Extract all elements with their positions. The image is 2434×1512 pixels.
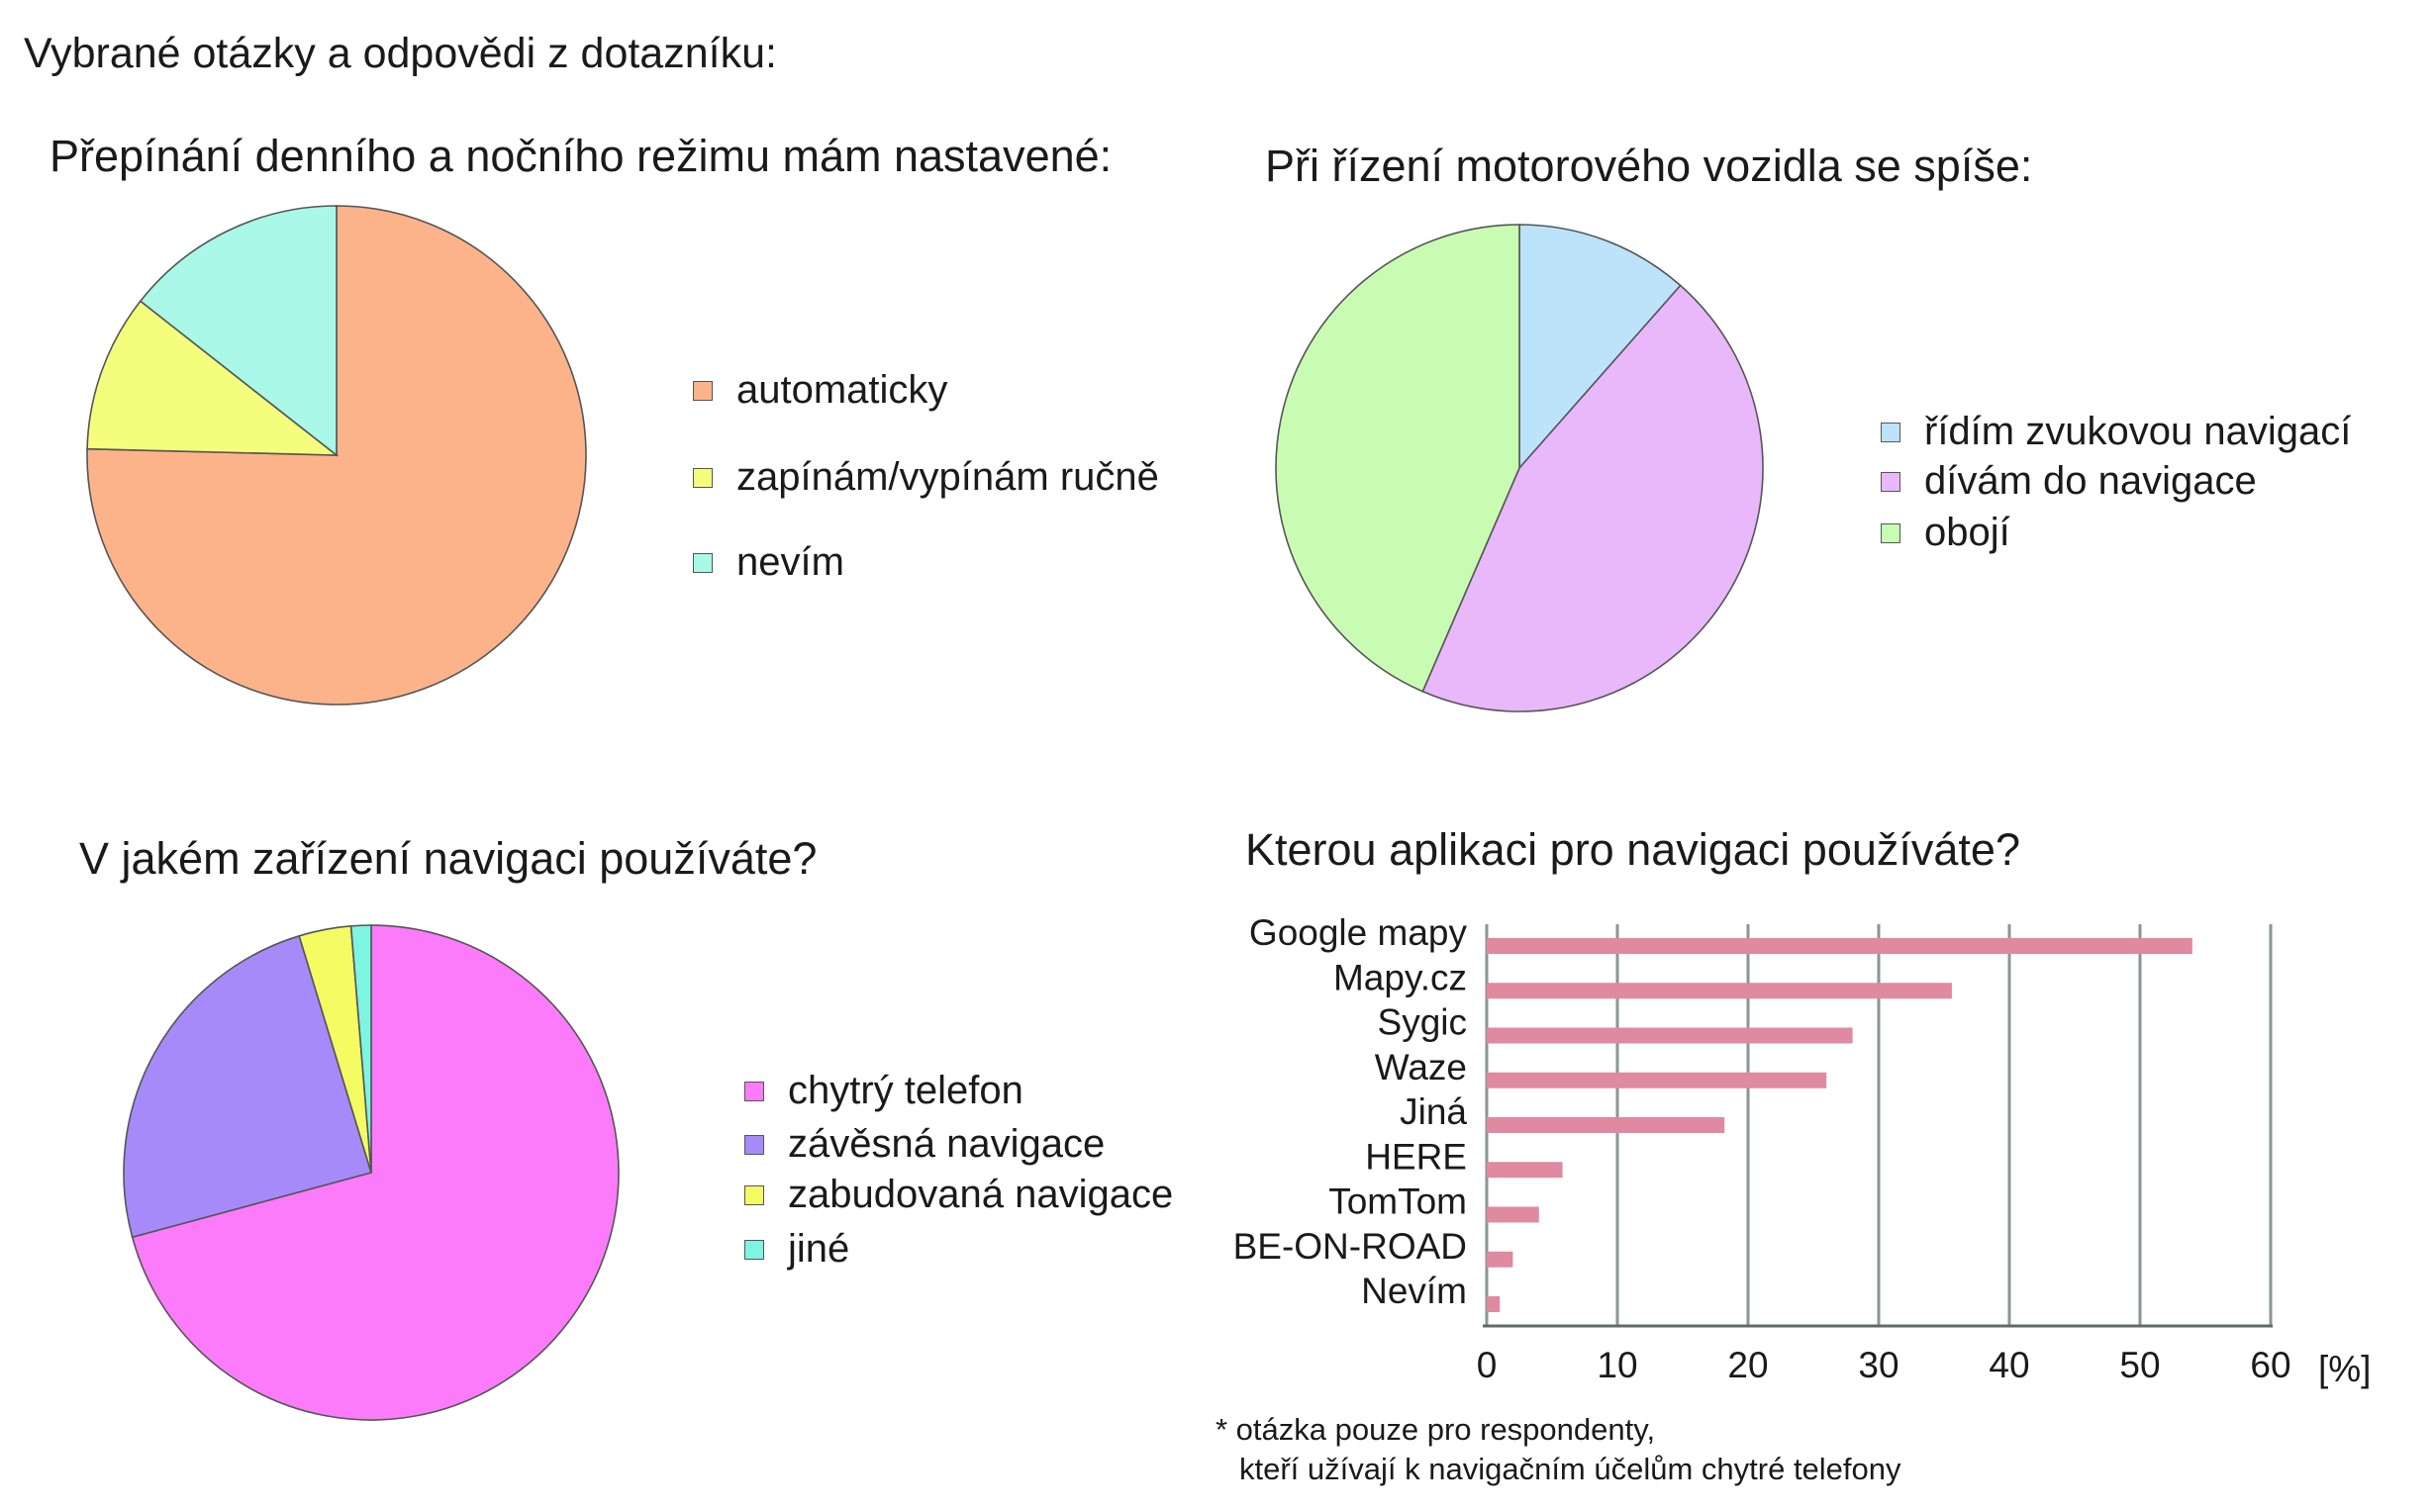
pie2-title: Při řízení motorového vozidla se spíše: (1265, 141, 2033, 191)
bar-x-tick-label-2: 20 (1727, 1345, 1768, 1385)
pie1-legend-item-2: nevím (693, 540, 844, 585)
pie3-legend-item-1: závěsná navigace (744, 1122, 1105, 1167)
pie2-legend-item-1: dívám do navigace (1881, 459, 2257, 504)
footnote-line-2: kteří užívají k navigačním účelům chytré… (1239, 1452, 1901, 1486)
pie1-slice-2 (139, 205, 338, 457)
pie3-title: V jakém zařízení navigaci používáte? (79, 833, 818, 884)
pie1-legend-item-0: automaticky (693, 368, 947, 413)
pie2-legend-label-1: dívám do navigace (1924, 459, 2257, 503)
pie1-legend-label-2: nevím (736, 540, 844, 584)
bar-5 (1487, 1162, 1563, 1179)
pie3-legend-label-2: zabudovaná navigace (788, 1173, 1174, 1216)
pie3-legend-label-0: chytrý telefon (788, 1069, 1023, 1112)
pie2-legend-swatch-1 (1881, 471, 1900, 492)
pie2-slice-2 (1275, 224, 1520, 693)
pie3-legend-label-3: jiné (788, 1227, 850, 1271)
bar-category-label-6: TomTom (1328, 1181, 1467, 1222)
bar-x-tick-label-4: 40 (1989, 1345, 2029, 1385)
pie2-legend-label-0: řídím zvukovou navigací (1924, 410, 2352, 453)
pie3-slice-0 (131, 924, 620, 1421)
pie3-slice-3 (349, 924, 372, 1174)
pie3-legend-swatch-2 (744, 1184, 764, 1205)
pie1-title: Přepínání denního a nočního režimu mám n… (49, 131, 1113, 181)
pie2-legend-item-0: řídím zvukovou navigací (1881, 410, 2351, 454)
bar-x-axis-label: [%] (2318, 1349, 2371, 1389)
pie3-legend-swatch-3 (744, 1239, 764, 1260)
bar-x-tick-label-3: 30 (1858, 1345, 1899, 1385)
bar-category-label-8: Nevím (1361, 1271, 1467, 1311)
bar-category-label-4: Jiná (1400, 1091, 1467, 1132)
pie3-legend-item-2: zabudovaná navigace (744, 1173, 1173, 1217)
pie-chart-navigation-device (123, 924, 620, 1421)
bar-x-tick-label-5: 50 (2119, 1345, 2160, 1385)
bar-chart-title: Kterou aplikaci pro navigaci používáte? (1245, 824, 2020, 875)
pie3-legend-swatch-1 (744, 1134, 764, 1155)
pie3-legend-swatch-0 (744, 1081, 764, 1101)
pie2-legend-swatch-2 (1881, 522, 1900, 543)
pie2-legend-swatch-0 (1881, 422, 1900, 442)
bar-1 (1487, 983, 1952, 999)
bar-category-label-5: HERE (1365, 1136, 1467, 1177)
pie2-legend-label-2: obojí (1924, 511, 2010, 554)
bar-x-tick-label-0: 0 (1477, 1345, 1498, 1385)
bar-category-label-3: Waze (1375, 1047, 1467, 1087)
bar-0 (1487, 938, 2192, 954)
pie2-slice-0 (1518, 224, 1682, 471)
bar-4 (1487, 1117, 1725, 1133)
pie-chart-driving-behavior (1275, 224, 1764, 712)
bar-7 (1487, 1251, 1513, 1268)
pie1-legend-item-1: zapínám/vypínám ručně (693, 455, 1159, 500)
pie3-slice-1 (123, 934, 373, 1239)
pie2-legend-item-2: obojí (1881, 511, 2010, 555)
bar-2 (1487, 1027, 1853, 1044)
bar-6 (1487, 1206, 1539, 1223)
page-title: Vybrané otázky a odpovědi z dotazníku: (24, 30, 777, 77)
footnote-line-1: * otázka pouze pro respondenty, (1216, 1412, 1656, 1447)
pie1-legend-swatch-1 (693, 467, 713, 488)
bar-8 (1487, 1296, 1501, 1312)
bar-3 (1487, 1072, 1827, 1088)
bar-category-label-2: Sygic (1378, 1002, 1467, 1043)
bar-x-tick-label-6: 60 (2250, 1345, 2290, 1385)
bar-category-label-7: BE-ON-ROAD (1233, 1226, 1467, 1267)
bar-category-label-1: Mapy.cz (1333, 957, 1467, 997)
pie2-slice-1 (1421, 284, 1764, 712)
pie3-legend-item-3: jiné (744, 1227, 849, 1272)
bar-x-tick-label-1: 10 (1597, 1345, 1637, 1385)
pie1-slice-1 (86, 300, 340, 456)
pie1-legend-swatch-0 (693, 380, 713, 401)
pie1-legend-swatch-2 (693, 552, 713, 573)
pie-chart-day-night-mode (86, 205, 587, 706)
pie3-legend-item-0: chytrý telefon (744, 1069, 1023, 1113)
bar-category-label-0: Google mapy (1249, 912, 1468, 953)
pie3-legend-label-1: závěsná navigace (788, 1122, 1106, 1166)
pie1-legend-label-0: automaticky (736, 368, 948, 412)
pie1-legend-label-1: zapínám/vypínám ručně (736, 455, 1159, 499)
